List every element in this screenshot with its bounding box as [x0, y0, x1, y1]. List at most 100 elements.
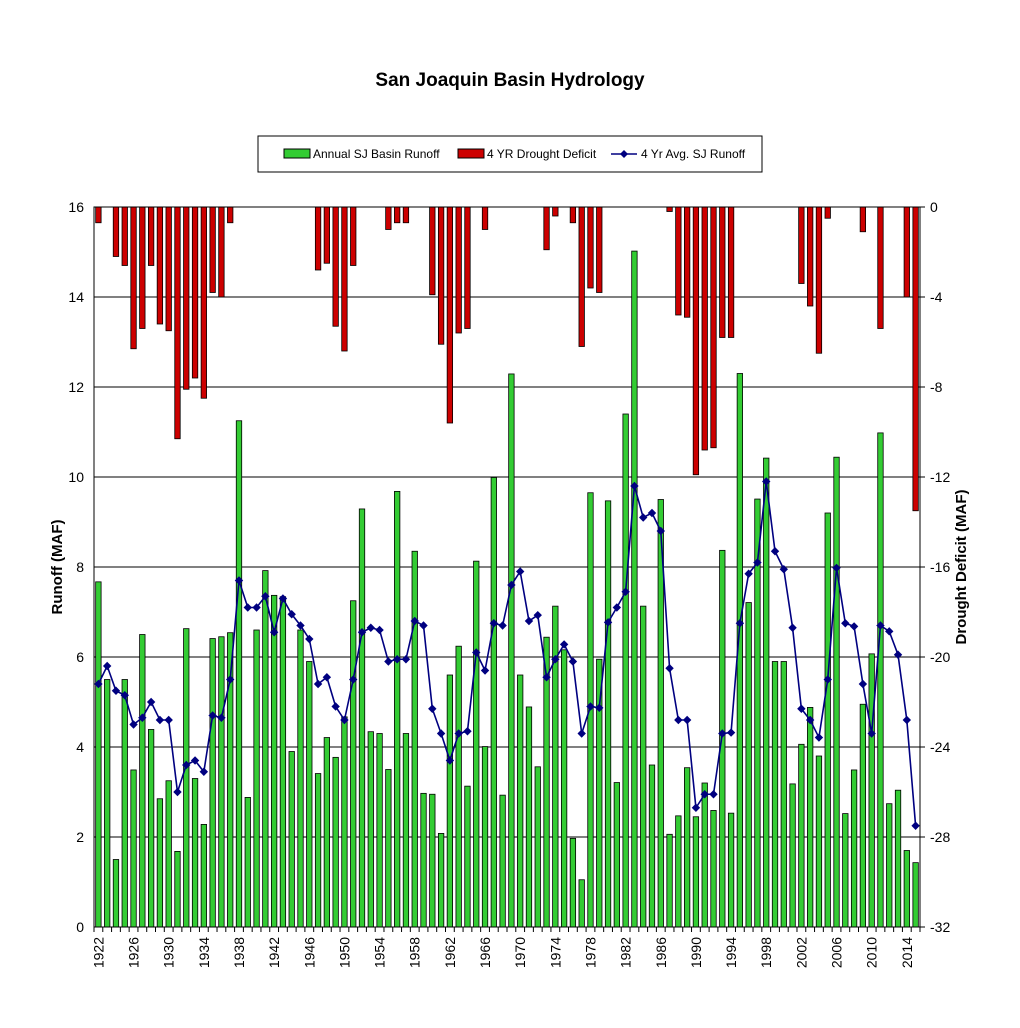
- runoff-bar: [833, 456, 840, 928]
- runoff-bar: [446, 674, 454, 928]
- deficit-bar: [437, 206, 445, 345]
- avg-runoff-marker: [744, 569, 753, 578]
- avg-runoff-marker: [182, 760, 191, 770]
- runoff-bar: [490, 477, 497, 928]
- avg-runoff-marker: [146, 697, 156, 707]
- deficit-bar: [394, 206, 401, 224]
- runoff-bar: [569, 837, 577, 928]
- avg-runoff-marker: [735, 619, 745, 628]
- x-tick-label: 1934: [196, 937, 212, 968]
- y-tick-label: 14: [68, 289, 84, 305]
- avg-runoff-marker: [647, 508, 657, 518]
- x-tick-label: 1938: [231, 937, 247, 968]
- avg-runoff-marker: [788, 623, 797, 632]
- deficit-bar: [815, 206, 823, 354]
- y2-tick-label: -20: [930, 649, 950, 665]
- avg-runoff-marker: [805, 715, 815, 725]
- deficit-bar: [903, 206, 910, 298]
- avg-runoff-marker: [639, 513, 648, 522]
- y-tick-label: 8: [76, 559, 84, 575]
- avg-runoff-marker: [603, 618, 613, 627]
- x-tick-label: 1994: [723, 937, 739, 968]
- avg-runoff-marker: [340, 715, 349, 725]
- runoff-bar: [437, 833, 445, 928]
- avg-runoff-marker: [876, 621, 885, 630]
- x-tick-label: 1962: [442, 937, 458, 968]
- deficit-bar: [174, 206, 181, 440]
- avg-runoff-marker: [269, 628, 279, 637]
- runoff-bar: [903, 850, 910, 928]
- runoff-bar: [104, 679, 111, 928]
- deficit-bar: [200, 206, 207, 399]
- avg-runoff-marker: [261, 592, 270, 601]
- avg-runoff-marker: [612, 603, 622, 612]
- deficit-bar: [552, 206, 559, 217]
- runoff-bar: [358, 508, 366, 928]
- runoff-bar: [262, 570, 269, 928]
- runoff-bar: [771, 661, 779, 928]
- deficit-bar: [385, 206, 392, 230]
- runoff-bar: [631, 250, 638, 928]
- runoff-bar: [411, 550, 418, 928]
- deficit-bar: [666, 206, 673, 212]
- legend: Annual SJ Basin Runoff 4 YR Drought Defi…: [257, 135, 763, 173]
- avg-runoff-marker: [718, 729, 727, 738]
- x-tick-label: 1942: [266, 937, 282, 968]
- runoff-bar: [288, 751, 295, 928]
- y-tick-label: 16: [68, 199, 84, 215]
- runoff-bar: [640, 605, 647, 928]
- runoff-bar: [560, 649, 568, 928]
- x-tick-label: 1982: [618, 937, 634, 968]
- avg-runoff-marker: [542, 673, 551, 682]
- deficit-bar: [675, 206, 682, 316]
- avg-runoff-marker: [489, 619, 499, 628]
- avg-runoff-marker: [111, 686, 121, 695]
- avg-runoff-marker: [533, 610, 542, 620]
- runoff-bar: [385, 769, 392, 928]
- avg-runoff-marker: [551, 655, 560, 664]
- runoff-bar: [868, 653, 875, 928]
- avg-runoff-marker: [305, 634, 314, 644]
- x-tick-label: 2014: [899, 937, 915, 968]
- runoff-bar: [886, 803, 893, 928]
- runoff-bar: [464, 785, 471, 928]
- runoff-bar: [332, 756, 339, 928]
- runoff-bar: [235, 420, 243, 928]
- avg-runoff-marker: [208, 711, 217, 720]
- runoff-bar: [121, 679, 128, 928]
- runoff-bar: [191, 778, 199, 928]
- legend-swatch-runoff: [283, 148, 311, 159]
- y-tick-label: 0: [76, 919, 84, 935]
- x-tick-label: 2010: [864, 937, 880, 968]
- avg-runoff-marker: [428, 704, 437, 713]
- deficit-bar: [165, 206, 172, 332]
- avg-runoff-marker: [595, 703, 604, 713]
- x-tick-label: 1966: [477, 937, 493, 968]
- deficit-bar: [402, 206, 410, 224]
- avg-runoff-marker: [120, 691, 129, 700]
- x-tick-label: 1954: [372, 937, 388, 968]
- avg-runoff-marker: [313, 679, 323, 689]
- y2-axis-title: Drought Deficit (MAF): [953, 490, 970, 645]
- runoff-bar: [473, 560, 480, 928]
- runoff-bar: [578, 879, 585, 928]
- avg-runoff-marker: [709, 790, 718, 799]
- legend-frame: [257, 135, 763, 173]
- avg-runoff-marker: [164, 715, 173, 725]
- avg-runoff-marker: [630, 481, 639, 491]
- avg-runoff-marker: [287, 610, 296, 619]
- runoff-bar: [815, 755, 823, 928]
- avg-runoff-marker: [867, 729, 876, 738]
- runoff-bar: [429, 793, 436, 928]
- runoff-bar: [244, 797, 251, 928]
- avg-runoff-marker: [199, 767, 209, 776]
- deficit-bar: [218, 206, 225, 298]
- avg-runoff-marker: [586, 702, 595, 711]
- y2-tick-label: -16: [930, 559, 950, 575]
- x-tick-label: 1930: [161, 937, 177, 968]
- deficit-bar: [147, 206, 155, 266]
- avg-runoff-marker: [243, 603, 252, 612]
- runoff-bar: [596, 658, 603, 928]
- y-tick-label: 10: [68, 469, 84, 485]
